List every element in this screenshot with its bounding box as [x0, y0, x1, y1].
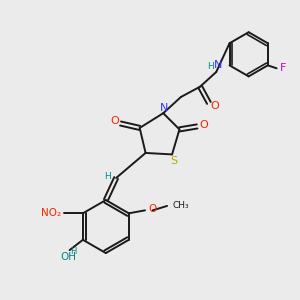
Text: N: N	[214, 61, 223, 70]
Text: NO₂: NO₂	[41, 208, 62, 218]
Text: S: S	[170, 156, 177, 166]
Text: N: N	[160, 103, 168, 113]
Text: CH₃: CH₃	[173, 201, 190, 210]
Text: H: H	[104, 172, 111, 181]
Text: H: H	[208, 61, 214, 70]
Text: OH: OH	[60, 252, 76, 262]
Text: F: F	[280, 63, 286, 73]
Text: O: O	[110, 116, 119, 126]
Text: H: H	[70, 247, 76, 256]
Text: O: O	[199, 120, 208, 130]
Text: O: O	[149, 205, 157, 214]
Text: O: O	[210, 101, 219, 111]
